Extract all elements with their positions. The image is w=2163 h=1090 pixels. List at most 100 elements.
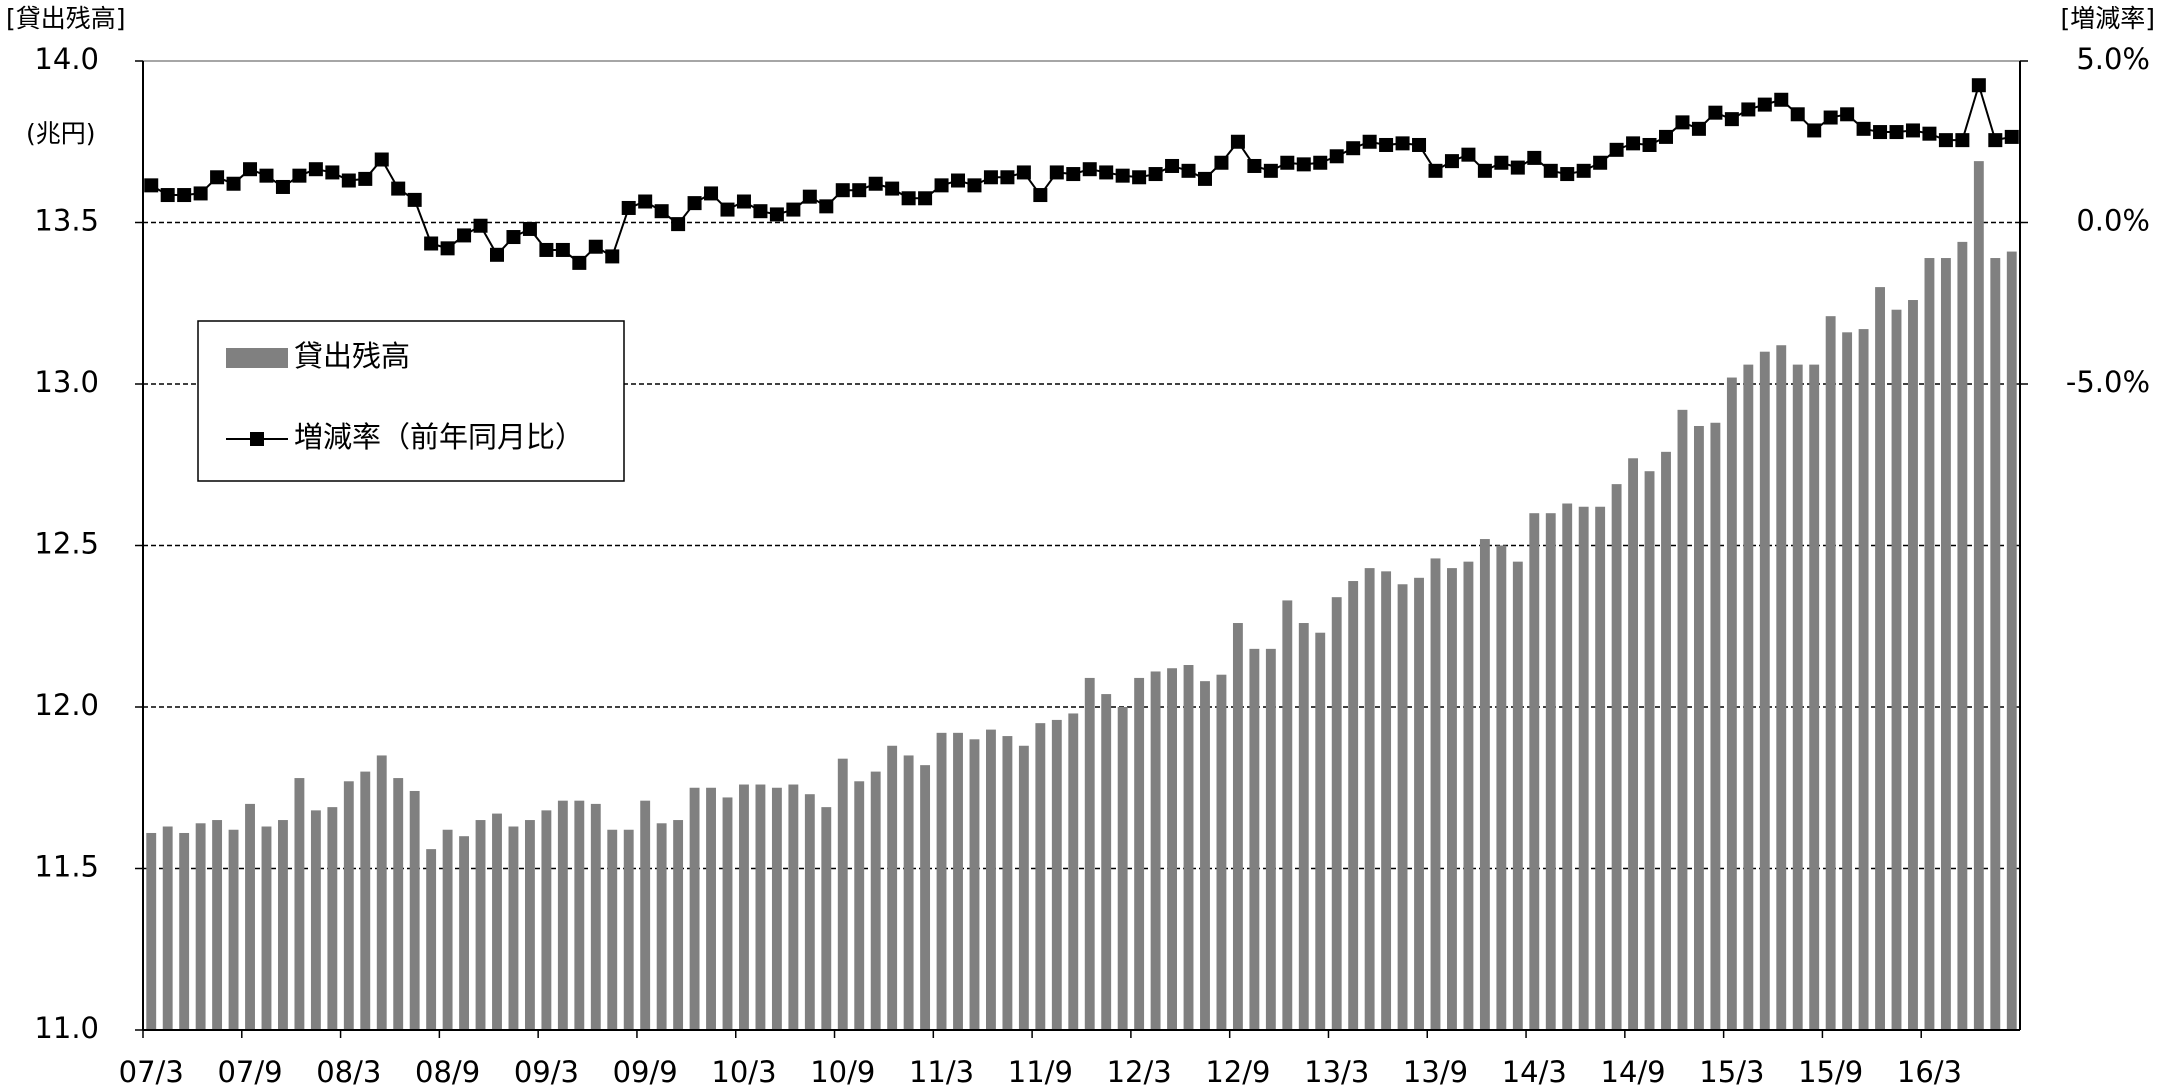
bar <box>195 823 206 1030</box>
marker <box>259 168 274 183</box>
x-tick-label: 14/3 <box>1502 1055 1567 1089</box>
bar <box>245 803 255 1030</box>
marker <box>489 247 504 262</box>
marker <box>588 239 603 254</box>
marker <box>572 255 587 270</box>
marker <box>226 176 241 191</box>
bar <box>459 836 470 1030</box>
marker <box>391 181 406 196</box>
bar <box>1282 600 1293 1030</box>
bar <box>1825 316 1836 1030</box>
x-tick-label: 16/3 <box>1897 1055 1962 1089</box>
marker <box>1823 110 1838 125</box>
marker <box>210 170 225 185</box>
x-tick-label: 12/3 <box>1107 1055 1172 1089</box>
marker <box>885 181 900 196</box>
bar <box>1924 258 1935 1030</box>
bar <box>1381 571 1392 1030</box>
marker <box>177 188 192 203</box>
bar <box>1644 471 1655 1031</box>
marker <box>308 162 323 177</box>
legend-swatch <box>250 432 264 446</box>
marker <box>819 199 834 214</box>
marker <box>1280 155 1295 170</box>
marker <box>539 242 554 257</box>
marker <box>1724 112 1739 127</box>
bar <box>1529 513 1540 1030</box>
bar <box>887 745 898 1030</box>
y-tick-label: 13.0 <box>34 365 99 399</box>
bar <box>1595 506 1606 1030</box>
bar <box>953 732 963 1030</box>
marker <box>1132 170 1147 185</box>
marker <box>1790 107 1805 122</box>
line <box>150 81 2012 265</box>
bar <box>1628 458 1639 1030</box>
marker <box>1444 154 1459 169</box>
bar <box>656 823 667 1030</box>
x-tick-label: 11/9 <box>1008 1055 1073 1089</box>
bar <box>1726 377 1737 1030</box>
bar <box>1661 451 1671 1031</box>
marker <box>1971 78 1986 93</box>
bar <box>722 797 733 1030</box>
x-tick-label: 09/3 <box>514 1055 579 1089</box>
bar <box>804 794 815 1030</box>
y2-tick-label: 0.0% <box>2076 204 2150 238</box>
marker <box>1510 160 1525 175</box>
bar <box>1776 345 1787 1030</box>
marker <box>1593 155 1608 170</box>
marker <box>341 173 356 188</box>
bar <box>854 781 865 1030</box>
bar <box>1035 723 1046 1030</box>
bar <box>1578 506 1589 1030</box>
marker <box>983 170 998 185</box>
marker <box>671 217 686 232</box>
marker <box>769 207 784 222</box>
marker <box>1033 188 1048 203</box>
marker <box>1461 147 1476 162</box>
marker <box>1197 171 1212 186</box>
marker <box>1708 105 1723 120</box>
bar <box>360 771 371 1030</box>
marker <box>243 162 258 177</box>
legend-label: 貸出残高 <box>294 339 410 373</box>
x-tick-label: 10/9 <box>810 1055 875 1089</box>
bar <box>1479 539 1490 1030</box>
y2-tick-label: 5.0% <box>2076 42 2150 76</box>
marker <box>506 230 521 245</box>
marker <box>275 179 290 194</box>
marker <box>440 241 455 256</box>
marker <box>918 191 933 206</box>
marker <box>605 249 620 264</box>
bar <box>623 829 634 1030</box>
marker <box>457 228 472 243</box>
marker <box>1115 168 1130 183</box>
marker <box>1659 129 1674 144</box>
marker <box>1675 115 1690 130</box>
marker <box>1840 107 1855 122</box>
bar <box>557 800 568 1030</box>
marker <box>720 202 735 217</box>
marker <box>1049 165 1064 180</box>
marker <box>325 165 340 180</box>
x-tick-label: 12/9 <box>1205 1055 1270 1089</box>
bar <box>1315 632 1326 1030</box>
y2-axis-label: [増減率] <box>2060 4 2155 33</box>
marker <box>1329 149 1344 164</box>
marker <box>951 173 966 188</box>
bar <box>1117 707 1128 1030</box>
x-tick-label: 15/9 <box>1798 1055 1863 1089</box>
bar <box>903 755 914 1030</box>
bar <box>1249 648 1260 1030</box>
marker <box>1428 163 1443 178</box>
marker <box>901 191 916 206</box>
marker <box>736 194 751 209</box>
marker <box>1346 141 1361 156</box>
x-tick-label: 09/9 <box>613 1055 678 1089</box>
bar <box>870 771 881 1030</box>
marker <box>1247 158 1262 173</box>
bar <box>1414 577 1424 1030</box>
marker <box>1477 163 1492 178</box>
marker <box>1000 170 1015 185</box>
